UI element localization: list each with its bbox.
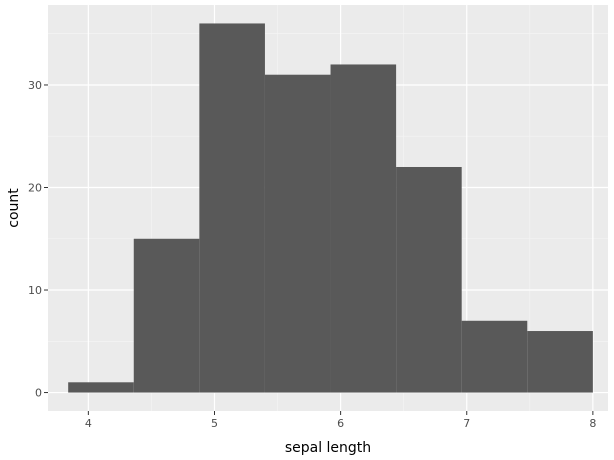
y-tick-label: 30: [28, 79, 42, 92]
histogram-bar: [396, 166, 462, 393]
histogram-bars: [68, 23, 593, 393]
y-tick-label: 20: [28, 181, 42, 194]
histogram-bar: [199, 23, 265, 393]
x-tick-label: 4: [85, 417, 92, 430]
x-tick-label: 5: [211, 417, 218, 430]
y-axis-title: count: [6, 188, 22, 228]
histogram-bar: [133, 238, 200, 393]
y-axis: 0 10 20 30: [28, 79, 48, 400]
histogram-bar: [68, 382, 134, 393]
histogram-bar: [527, 331, 593, 393]
x-tick-label: 6: [337, 417, 344, 430]
x-tick-label: 7: [463, 417, 470, 430]
y-tick-label: 0: [35, 387, 42, 400]
histogram-bar: [461, 320, 528, 393]
x-tick-label: 8: [589, 417, 596, 430]
histogram-bar: [330, 64, 397, 393]
histogram-bar: [264, 74, 331, 393]
x-axis-title: sepal length: [285, 440, 371, 456]
x-axis: 4 5 6 7 8: [85, 411, 596, 430]
y-tick-label: 10: [28, 284, 42, 297]
